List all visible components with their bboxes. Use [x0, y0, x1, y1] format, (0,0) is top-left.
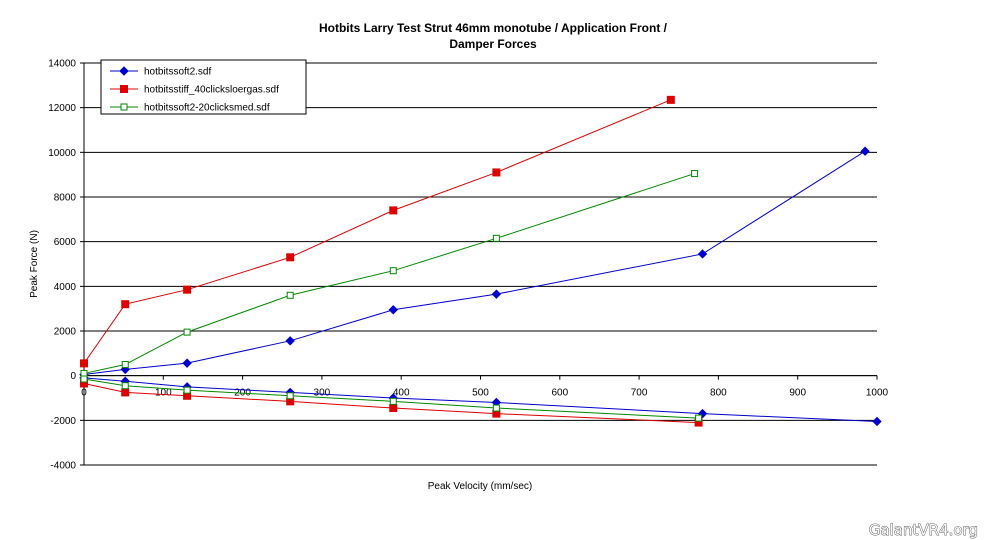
y-axis-label: Peak Force (N) — [29, 230, 40, 298]
series-0-compression-point-3 — [285, 336, 295, 346]
series-2-rebound-point-2 — [183, 386, 191, 394]
series-0-compression-line — [83, 150, 866, 376]
series-2-compression-point-5 — [492, 234, 500, 242]
x-tick-label-5: 500 — [472, 388, 489, 399]
series-1-compression-point-1 — [121, 300, 130, 309]
series-1-compression-line — [83, 99, 672, 364]
series-1-rebound-point-1 — [121, 388, 130, 397]
series-0-rebound-line — [83, 377, 878, 422]
x-axis-label: Peak Velocity (mm/sec) — [428, 481, 532, 492]
series-1-rebound-point-4 — [389, 404, 398, 413]
series-0-rebound-point-7 — [872, 416, 882, 427]
legend-marker-1 — [120, 85, 128, 93]
series-2 — [80, 170, 703, 422]
series-0-compression-point-5 — [491, 289, 502, 299]
x-tick-label-6: 600 — [551, 388, 568, 399]
series-2-compression-point-3 — [286, 291, 294, 299]
series-2-rebound-point-0 — [80, 375, 88, 383]
legend-label-0: hotbitssoft2.sdf — [144, 67, 211, 78]
chart-title: Hotbits Larry Test Strut 46mm monotube /… — [319, 21, 668, 35]
series-2-compression-point-6 — [691, 170, 699, 178]
legend-marker-0 — [119, 66, 129, 76]
y-tick-label-6: 8000 — [54, 193, 77, 204]
series-1-compression-point-5 — [492, 168, 501, 177]
x-tick-label-1: 100 — [155, 388, 172, 399]
legend-marker-2 — [120, 103, 128, 111]
series-0-compression-point-6 — [697, 249, 708, 259]
x-tick-label-9: 900 — [789, 388, 806, 399]
y-axis-ticks: -4000 -2000 0 2000 4000 6000 8000 10000 12000 140… — [48, 59, 84, 472]
series-0-compression-point-7 — [860, 146, 870, 156]
watermark-text: GalantVR4.org — [869, 521, 978, 539]
series-1-compression-point-0 — [80, 359, 88, 368]
series-0-compression-point-4 — [388, 305, 398, 315]
series-2-compression-point-2 — [183, 328, 191, 336]
legend-label-2: hotbitssoft2-20clicksmed.sdf — [144, 103, 270, 114]
series-2-rebound-point-3 — [286, 392, 294, 400]
series-2-rebound-point-5 — [492, 404, 500, 412]
y-tick-label-2: 0 — [70, 371, 76, 382]
x-tick-label-3: 300 — [314, 388, 331, 399]
series-2-compression-point-1 — [121, 361, 129, 368]
y-tick-label-8: 12000 — [48, 103, 76, 114]
series-1-compression-point-3 — [286, 253, 295, 262]
legend-box — [100, 59, 307, 115]
series-group — [79, 95, 882, 427]
series-2-rebound-point-4 — [389, 397, 397, 405]
x-tick-label-8: 800 — [710, 388, 727, 399]
series-2-compression-point-4 — [389, 267, 397, 275]
series-1-compression-point-6 — [666, 95, 675, 104]
y-tick-label-0: -4000 — [50, 461, 76, 472]
series-2-rebound-point-1 — [121, 382, 129, 390]
y-tick-label-5: 6000 — [54, 237, 77, 248]
legend: hotbitssoft2.sdf hotbitsstiff_40clicksloe… — [100, 59, 307, 115]
x-tick-label-10: 1000 — [866, 388, 889, 399]
gridlines — [84, 62, 877, 466]
y-tick-label-4: 4000 — [54, 282, 77, 293]
chart-subtitle: Damper Forces — [449, 37, 537, 51]
y-tick-label-3: 2000 — [54, 327, 77, 338]
y-tick-label-7: 10000 — [48, 148, 76, 159]
y-tick-label-1: -2000 — [50, 416, 76, 427]
x-tick-label-7: 700 — [631, 388, 648, 399]
series-0-compression-point-2 — [182, 358, 192, 368]
series-1-compression-point-2 — [183, 285, 192, 294]
y-tick-label-9: 14000 — [48, 59, 76, 70]
series-1 — [80, 95, 703, 427]
series-2-rebound-point-6 — [695, 414, 703, 422]
x-tick-label-4: 400 — [393, 388, 410, 399]
legend-label-1: hotbitsstiff_40clicksloergas.sdf — [144, 85, 279, 96]
series-1-compression-point-4 — [389, 206, 398, 215]
